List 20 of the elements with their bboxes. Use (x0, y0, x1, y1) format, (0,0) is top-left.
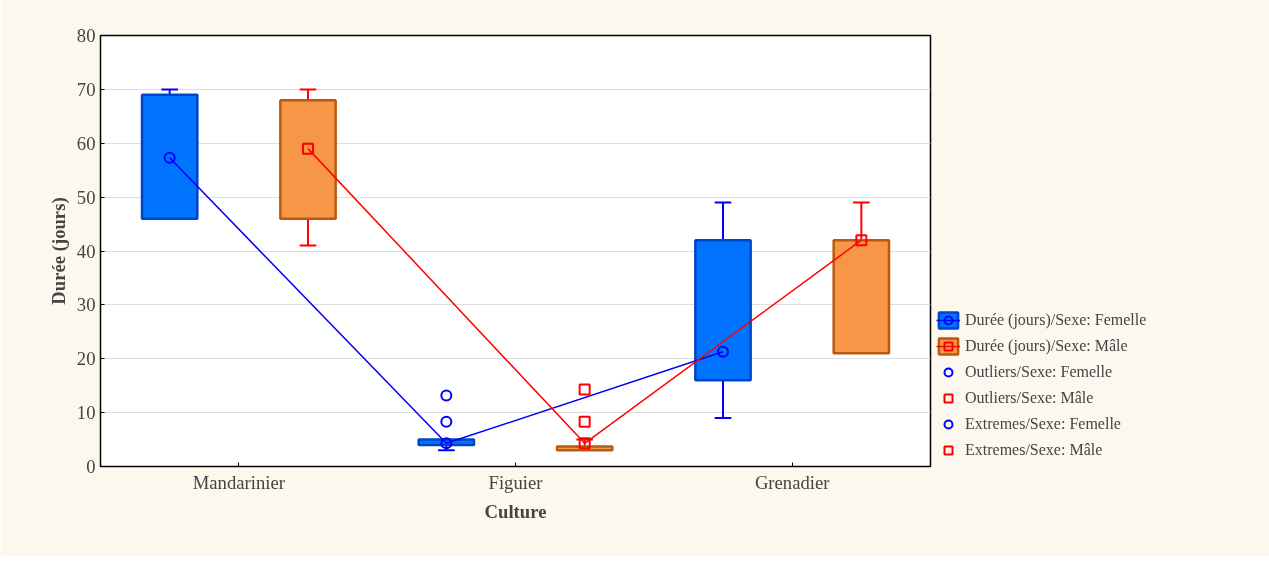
y-axis-title: Durée (jours) (47, 197, 70, 305)
x-tick-label: Figuier (488, 471, 544, 493)
y-tick-label: 40 (76, 240, 96, 262)
y-tick-label: 70 (76, 78, 96, 100)
x-axis-title: Culture (484, 500, 547, 522)
y-tick-label: 10 (76, 402, 96, 424)
y-tick-label: 30 (76, 294, 96, 316)
legend-label: Durée (jours)/Sexe: Mâle (965, 337, 1128, 355)
x-tick-label: Mandarinier (192, 471, 286, 493)
y-tick-label: 50 (76, 186, 96, 208)
legend-label: Outliers/Sexe: Mâle (965, 389, 1094, 407)
y-tick-label: 60 (76, 132, 96, 154)
legend-label: Extremes/Sexe: Femelle (965, 415, 1121, 433)
y-tick-label: 20 (76, 348, 96, 370)
legend-label: Extremes/Sexe: Mâle (965, 441, 1103, 459)
legend-label: Durée (jours)/Sexe: Femelle (965, 311, 1147, 329)
y-tick-label: 0 (86, 456, 96, 477)
y-tick-label: 80 (76, 25, 96, 46)
x-tick-label: Grenadier (754, 471, 831, 493)
legend-label: Outliers/Sexe: Femelle (965, 363, 1113, 381)
